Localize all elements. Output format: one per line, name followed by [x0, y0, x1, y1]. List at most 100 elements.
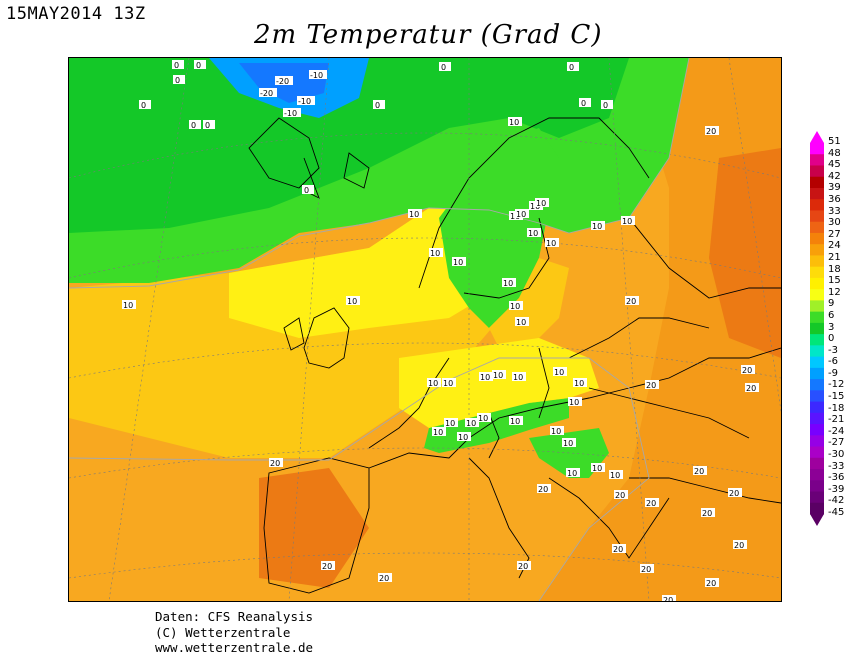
ten-label: 10	[453, 258, 463, 267]
twenty-label: 20	[538, 485, 548, 494]
arctic-label: -10	[298, 97, 311, 106]
arctic-label: 0	[375, 101, 380, 110]
legend-bottom-arrow	[810, 514, 824, 526]
legend-tick-label: -21	[828, 414, 845, 426]
legend-swatch	[810, 199, 824, 211]
legend-swatch	[810, 311, 824, 324]
legend-tick-label: -9	[828, 367, 838, 379]
legend-tick-label: 45	[828, 159, 841, 171]
legend-swatch	[810, 244, 824, 256]
legend-swatch	[810, 176, 824, 189]
legend-swatch	[810, 379, 824, 391]
legend-swatch	[810, 469, 824, 481]
legend-swatch	[810, 356, 824, 369]
legend-tick-label: -39	[828, 483, 845, 495]
legend-swatch	[810, 367, 824, 380]
twenty-label: 20	[702, 509, 712, 518]
arctic-label: -20	[276, 77, 289, 86]
russia-hot-zone	[709, 148, 781, 358]
legend-tick-label: -45	[828, 507, 845, 518]
legend-tick-label: 0	[828, 333, 835, 345]
ten-label: 10	[528, 229, 538, 238]
twenty-label: 20	[729, 489, 739, 498]
legend-tick-label: 33	[828, 205, 841, 217]
ten-label: 10	[428, 379, 438, 388]
legend-swatch	[810, 322, 824, 335]
temperature-map[interactable]: 0 0 0 -20 -10 -20 -10 -10 0 0 0 0 0 0 0 …	[68, 57, 782, 602]
ten-label: 10	[592, 222, 602, 231]
credits-copyright: (C) Wetterzentrale	[155, 624, 291, 640]
ten-label: 10	[516, 210, 526, 219]
north-sea-yellow-zone	[229, 208, 499, 338]
ten-label: 10	[503, 279, 513, 288]
legend-tick-label: 9	[828, 298, 835, 310]
legend-tick-label: -42	[828, 495, 845, 507]
ten-label: 10	[551, 427, 561, 436]
ten-label: 10	[516, 318, 526, 327]
arctic-label: 0	[141, 101, 146, 110]
twenty-label: 20	[646, 381, 656, 390]
ten-label: 10	[510, 417, 520, 426]
legend-tick-label: 48	[828, 147, 841, 159]
legend-tick-label: 21	[828, 251, 841, 263]
ten-label: 10	[347, 297, 357, 306]
twenty-label: 20	[706, 127, 716, 136]
legend-tick-label: 27	[828, 228, 841, 240]
credits: Daten: CFS Reanalysis (C) Wetterzentrale…	[155, 609, 313, 656]
arctic-label: -10	[310, 71, 323, 80]
chart-title: 2m Temperatur (Grad C)	[254, 20, 603, 50]
legend-swatch	[810, 187, 824, 200]
legend-swatch	[810, 255, 824, 268]
legend-tick-label: -12	[828, 379, 845, 391]
label-set-ten: 10 10 10 10 10 10 10 10 10 10 10 10 10 1…	[122, 117, 635, 480]
label-set-twenty: 20 20 20 20 20 20 20 20 20 20 20 20 20 2…	[269, 126, 759, 601]
iberia-hot-zone	[259, 468, 369, 588]
legend-tick-label: -24	[828, 425, 845, 437]
isotherm-lines	[69, 58, 690, 601]
legend-swatch	[810, 502, 824, 515]
arctic-label: 0	[174, 61, 179, 70]
ten-label: 10	[478, 414, 488, 423]
arctic-green-zone	[69, 58, 629, 233]
twenty-label: 20	[742, 366, 752, 375]
ten-label: 10	[554, 368, 564, 377]
twenty-label: 20	[706, 579, 716, 588]
arctic-label: -20	[260, 89, 273, 98]
ten-label: 10	[563, 439, 573, 448]
arctic-label: 0	[569, 63, 574, 72]
legend-swatch	[810, 457, 824, 470]
legend-tick-label: 24	[828, 240, 841, 252]
legend-swatch	[810, 289, 824, 301]
contour-labels: 0 0 0 -20 -10 -20 -10 -10 0 0 0 0 0 0 0 …	[122, 60, 759, 601]
legend-swatch	[810, 345, 824, 358]
twenty-label: 20	[322, 562, 332, 571]
legend-swatch	[810, 277, 824, 290]
legend-tick-label: -27	[828, 437, 845, 449]
legend-swatch	[810, 480, 824, 493]
ten-label: 10	[567, 469, 577, 478]
ten-label: 10	[610, 471, 620, 480]
legend-tick-label: 3	[828, 321, 835, 333]
ten-label: 10	[445, 419, 455, 428]
legend-tick-label: -36	[828, 472, 845, 484]
label-set-arctic: 0 0 0 -20 -10 -20 -10 -10 0 0 0 0 0 0 0 …	[139, 60, 613, 195]
credits-data-source: Daten: CFS Reanalysis	[155, 609, 314, 624]
legend-swatch	[810, 390, 824, 403]
legend-swatch	[810, 491, 824, 504]
arctic-label: 0	[196, 61, 201, 70]
ten-label: 10	[458, 433, 468, 442]
legend-tick-label: 51	[828, 136, 841, 147]
credits-website[interactable]: www.wetterzentrale.de	[155, 640, 314, 655]
arctic-label: 0	[441, 63, 446, 72]
twenty-label: 20	[613, 545, 623, 554]
legend-tick-label: 12	[828, 286, 841, 298]
legend-tick-label: -15	[828, 391, 845, 403]
legend-tick-label: 18	[828, 263, 841, 275]
map-canvas: 0 0 0 -20 -10 -20 -10 -10 0 0 0 0 0 0 0 …	[69, 58, 781, 601]
valid-time: 15MAY2014 13Z	[6, 4, 146, 24]
twenty-label: 20	[615, 491, 625, 500]
ten-label: 10	[123, 301, 133, 310]
ten-label: 10	[536, 199, 546, 208]
ten-label: 10	[592, 464, 602, 473]
legend-tick-label: -33	[828, 460, 845, 472]
